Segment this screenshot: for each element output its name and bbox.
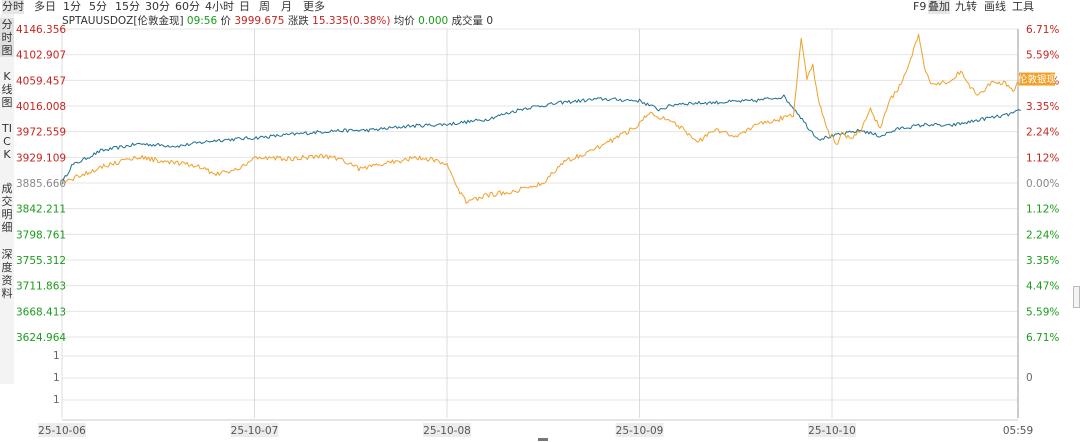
y-left-tick: 3798.761 — [16, 229, 66, 241]
y-right-tick: 2.24% — [1026, 229, 1059, 241]
series-line-overlay — [61, 33, 1022, 204]
period-tab-1[interactable]: 多日 — [34, 0, 56, 13]
period-tab-8[interactable]: 日 — [239, 0, 250, 13]
x-label-bg — [38, 423, 86, 437]
x-date-label: 25-10-07 — [231, 425, 279, 437]
side-tab-0[interactable]: 分时图 — [0, 18, 14, 57]
y-right-tick: 3.35% — [1026, 255, 1059, 267]
vertical-scroll-handle[interactable] — [1073, 286, 1080, 308]
period-tab-7[interactable]: 4小时 — [205, 0, 234, 13]
y-right-tick: 2.24% — [1026, 127, 1059, 139]
side-tab-4[interactable]: 深度资料 — [1, 248, 13, 300]
volume-value: 0 — [486, 15, 494, 27]
y-left-tick: 3624.964 — [16, 332, 66, 344]
period-tab-6[interactable]: 60分 — [175, 0, 200, 13]
period-tab-2[interactable]: 1分 — [63, 0, 81, 13]
tool-button-3[interactable]: 画线 — [984, 0, 1006, 13]
side-tab-2[interactable]: TICK — [2, 122, 12, 161]
x-end-label: 05:59 — [1003, 425, 1033, 437]
y-right-tick: 6.71% — [1026, 332, 1059, 344]
x-label-bg — [230, 423, 279, 437]
y-right-tick: 5.59% — [1026, 306, 1059, 318]
tool-button-2[interactable]: 九转 — [955, 0, 977, 13]
y-left-tick: 3842.211 — [16, 204, 66, 216]
period-toolbar: 分时 多日 1分 5分 15分 30分 60分 4小时日周月更多 F9 叠加 九转 画线 工具 — [0, 0, 1080, 14]
period-tab-0[interactable]: 分时 — [2, 0, 24, 14]
y-left-tick: 4016.008 — [16, 101, 66, 113]
overlay-badge — [1019, 72, 1055, 86]
volume-tick: 1 — [53, 394, 60, 406]
side-tab-bar: 分时图 K线图 TICK 成交明细深度资料 — [0, 14, 14, 384]
period-tab-11[interactable]: 更多 — [303, 0, 325, 13]
price-value: 3999.675 — [234, 15, 285, 27]
y-left-tick: 3972.559 — [16, 127, 66, 139]
x-label-bg — [615, 423, 664, 437]
change-label: 涨跌 — [287, 15, 309, 27]
y-right-tick: 1.12% — [1026, 152, 1059, 164]
y-axis-labels: 4146.356 4102.907 4059.457 4016.008 3972.559… — [16, 24, 1059, 406]
x-label-bg — [808, 423, 856, 437]
y-right-tick: 5.59% — [1026, 50, 1059, 62]
series-line-main — [61, 94, 1021, 185]
y-right-tick: 6.71% — [1026, 24, 1059, 36]
period-tab-3[interactable]: 5分 — [89, 0, 107, 13]
volume-label: 成交量 — [451, 15, 484, 27]
x-date-label: 25-10-08 — [423, 425, 471, 437]
avg-label: 均价 — [393, 15, 415, 27]
y-left-tick: 3711.863 — [16, 281, 66, 293]
symbol-name: SPTAUUSDOZ[伦敦金现] — [62, 15, 184, 27]
y-left-tick: 3885.660 — [16, 178, 66, 190]
gold-price-series — [61, 94, 1021, 185]
silver-overlay-series — [61, 33, 1022, 204]
grid-lines — [61, 28, 1019, 421]
y-left-tick: 4102.907 — [16, 50, 66, 62]
y-right-tick: 3.35% — [1026, 101, 1059, 113]
change-value: 15.335(0.38%) — [312, 15, 391, 27]
tool-button-1[interactable]: 叠加 — [928, 0, 950, 14]
x-date-label: 25-10-10 — [808, 425, 856, 437]
overlay-badge-label: 伦敦银现 — [1018, 74, 1057, 86]
y-left-tick: 4146.356 — [16, 24, 66, 36]
tool-button-4[interactable]: 工具 — [1012, 0, 1034, 13]
volume-tick: 0 — [1026, 372, 1033, 384]
y-right-tick: 4.47% — [1026, 281, 1059, 293]
period-tab-10[interactable]: 月 — [281, 0, 292, 13]
price-label: 价 — [220, 15, 232, 27]
y-right-tick: 0.00% — [1026, 178, 1059, 190]
quote-time: 09:56 — [186, 15, 218, 27]
side-tab-3[interactable]: 成交明细 — [1, 182, 13, 234]
overlay-badge-group: 伦敦银现 — [1018, 72, 1057, 86]
tool-button-0[interactable]: F9 — [913, 0, 927, 13]
period-tab-5[interactable]: 30分 — [145, 0, 170, 13]
volume-tick: 1 — [53, 350, 60, 362]
volume-tick: 1 — [53, 372, 60, 384]
quote-info-bar: SPTAUUSDOZ[伦敦金现] 09:56 价 3999.675 涨跌 15.… — [62, 14, 493, 28]
x-axis-labels: 25-10-06 25-10-07 25-10-08 25-10-09 25-10-10… — [38, 423, 1033, 437]
horizontal-scroll-handle[interactable] — [538, 438, 548, 441]
y-left-tick: 3929.109 — [16, 152, 66, 164]
x-date-label: 25-10-09 — [616, 425, 664, 437]
period-tab-4[interactable]: 15分 — [115, 0, 140, 13]
y-left-tick: 4059.457 — [16, 75, 66, 87]
x-date-label: 25-10-06 — [38, 425, 86, 437]
side-tab-1[interactable]: K线图 — [1, 70, 13, 109]
y-left-tick: 3755.312 — [16, 255, 66, 267]
avg-value: 0.000 — [418, 15, 449, 27]
x-label-bg — [423, 423, 471, 437]
period-tab-9[interactable]: 周 — [259, 0, 270, 13]
y-right-tick: 1.12% — [1026, 204, 1059, 216]
y-left-tick: 3668.413 — [16, 306, 66, 318]
